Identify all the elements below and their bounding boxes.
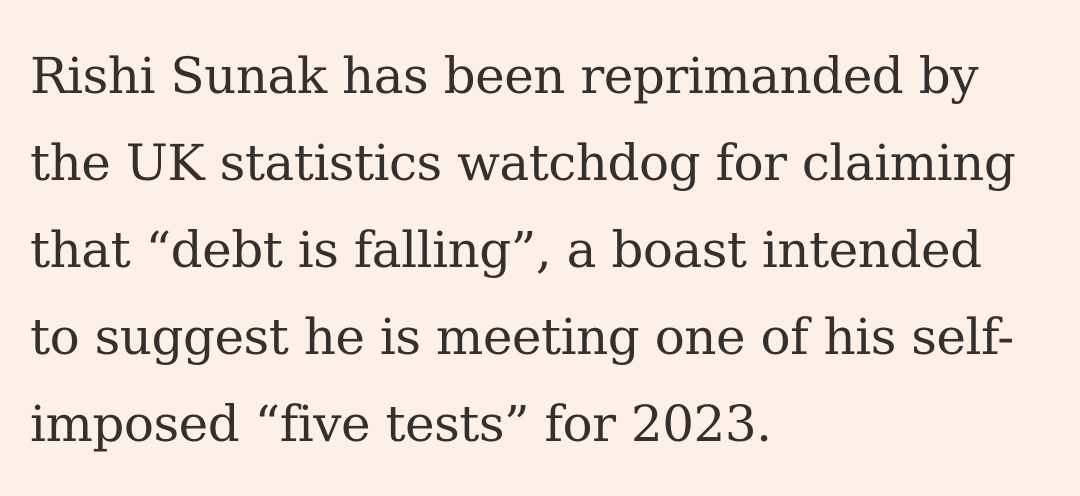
paragraph-line-2: the UK statistics watchdog for claiming	[30, 134, 1016, 192]
paragraph-line-4: to suggest he is meeting one of his self…	[30, 308, 1014, 366]
paragraph-line-1: Rishi Sunak has been reprimanded by	[30, 47, 978, 105]
article-paragraph: Rishi Sunak has been reprimanded by the …	[30, 33, 1060, 468]
paragraph-line-3: that “debt is falling”, a boast intended	[30, 221, 982, 279]
paragraph-line-5: imposed “five tests” for 2023.	[30, 395, 772, 453]
